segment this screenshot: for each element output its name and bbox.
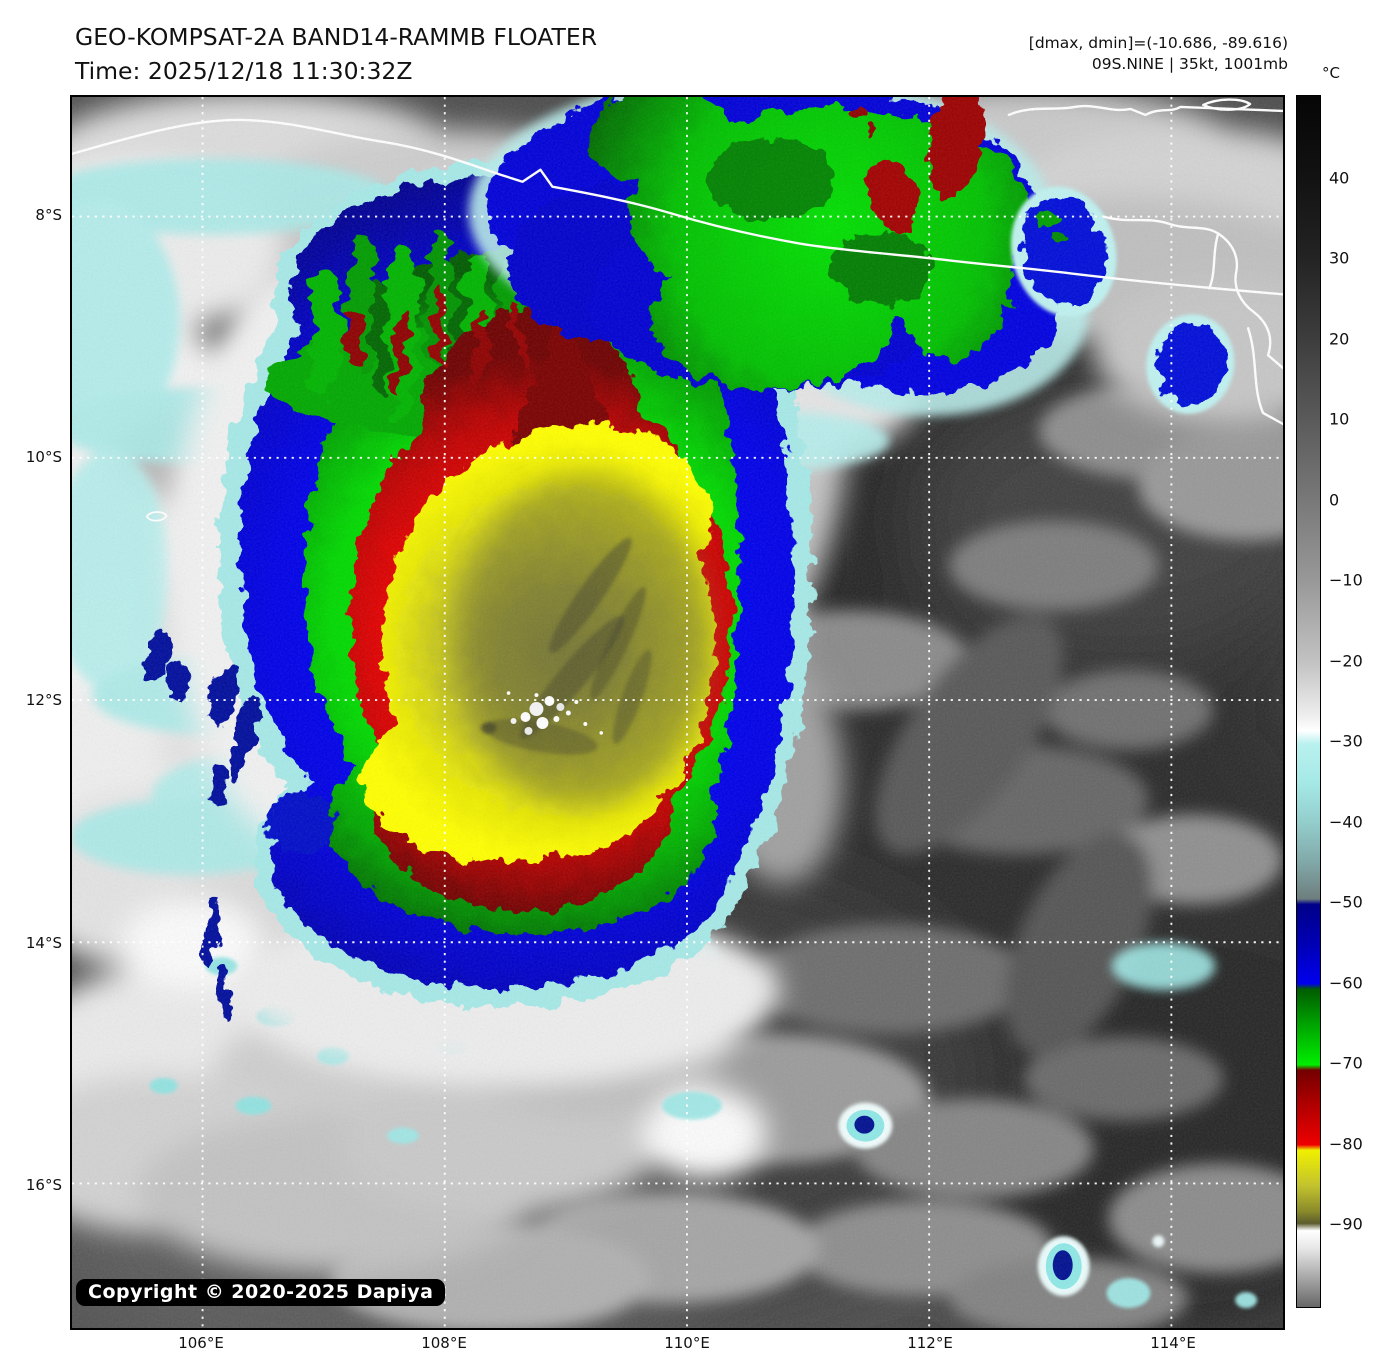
cbar-tick-m70: −70 — [1329, 1053, 1363, 1073]
cbar-tick-m90: −90 — [1329, 1214, 1363, 1234]
temperature-colorbar — [1296, 95, 1321, 1308]
cbar-tick-10: 10 — [1329, 409, 1350, 429]
latlon-grid — [72, 97, 1283, 1328]
colorbar-unit-label: °C — [1322, 64, 1340, 82]
satellite-map: Copyright © 2020-2025 Dapiya — [70, 95, 1285, 1330]
image-grain-overlay — [72, 97, 1283, 1328]
header-left: GEO-KOMPSAT-2A BAND14-RAMMB FLOATER Time… — [75, 20, 597, 88]
storm-intensity-readout: 09S.NINE | 35kt, 1001mb — [1091, 55, 1288, 73]
header-right: [dmax, dmin]=(-10.686, -89.616) 09S.NINE… — [1029, 33, 1288, 75]
copyright-badge: Copyright © 2020-2025 Dapiya — [76, 1279, 446, 1306]
lon-tick-110e: 110°E — [664, 1334, 710, 1352]
lat-tick-16s: 16°S — [25, 1176, 62, 1194]
lat-tick-8s: 8°S — [35, 206, 62, 224]
lon-tick-108e: 108°E — [421, 1334, 467, 1352]
cbar-tick-m20: −20 — [1329, 651, 1363, 671]
lat-tick-12s: 12°S — [25, 691, 62, 709]
lon-tick-106e: 106°E — [178, 1334, 224, 1352]
lat-tick-10s: 10°S — [25, 448, 62, 466]
cbar-tick-40: 40 — [1329, 168, 1350, 188]
cbar-tick-m60: −60 — [1329, 973, 1363, 993]
cbar-tick-m50: −50 — [1329, 892, 1363, 912]
lon-tick-114e: 114°E — [1150, 1334, 1196, 1352]
cbar-tick-m10: −10 — [1329, 570, 1363, 590]
cbar-tick-20: 20 — [1329, 329, 1350, 349]
cbar-tick-m80: −80 — [1329, 1134, 1363, 1154]
page-title: GEO-KOMPSAT-2A BAND14-RAMMB FLOATER — [75, 23, 598, 51]
cbar-tick-30: 30 — [1329, 248, 1350, 268]
cbar-tick-m30: −30 — [1329, 731, 1363, 751]
dmax-dmin-readout: [dmax, dmin]=(-10.686, -89.616) — [1028, 34, 1288, 52]
lat-tick-14s: 14°S — [25, 934, 62, 952]
cbar-tick-m40: −40 — [1329, 812, 1363, 832]
timestamp: Time: 2025/12/18 11:30:32Z — [75, 57, 413, 85]
cbar-tick-0: 0 — [1329, 490, 1340, 510]
lon-tick-112e: 112°E — [907, 1334, 953, 1352]
satellite-scene — [72, 97, 1283, 1328]
